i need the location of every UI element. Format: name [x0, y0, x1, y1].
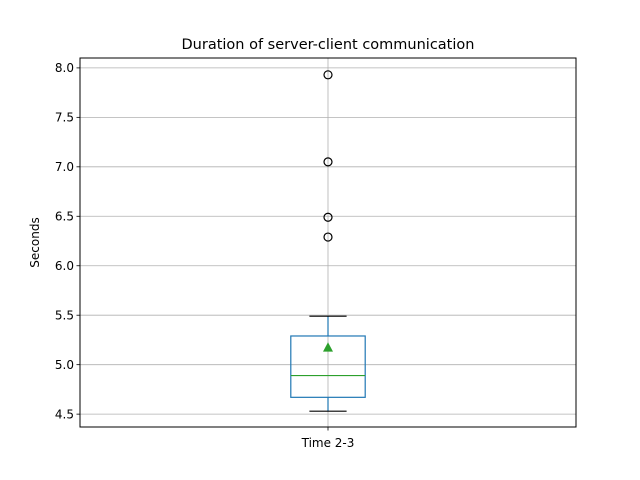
interquartile-box: [290, 335, 366, 398]
grid-lines: [80, 58, 576, 427]
y-tick-label: 8.0: [55, 61, 74, 75]
y-tick-label: 5.0: [55, 358, 74, 372]
box-plot-series: [290, 70, 366, 412]
y-tick-label: 7.0: [55, 160, 74, 174]
outlier-point: [323, 70, 333, 80]
x-tick-label: Time 2-3: [301, 436, 355, 450]
y-tick-label: 5.5: [55, 309, 74, 323]
x-axis-ticks: Time 2-3: [301, 427, 355, 450]
plot-area-frame: [79, 57, 577, 428]
y-tick-label: 6.0: [55, 259, 74, 273]
outlier-point: [323, 232, 333, 242]
outlier-point: [323, 157, 333, 167]
outlier-point: [323, 212, 333, 222]
y-tick-label: 6.5: [55, 210, 74, 224]
y-axis-ticks: 4.5 5.0 5.5 6.0 6.5 7.0 7.5 8.0: [55, 61, 80, 421]
y-axis-label: Seconds: [28, 217, 42, 267]
mean-marker: [323, 342, 333, 352]
y-tick-label: 4.5: [55, 407, 74, 421]
y-tick-label: 7.5: [55, 111, 74, 125]
chart-title: Duration of server-client communication: [182, 37, 475, 53]
